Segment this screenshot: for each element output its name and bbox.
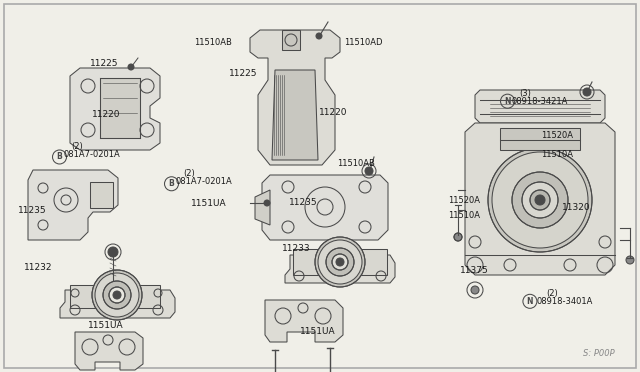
Circle shape bbox=[103, 281, 131, 309]
Circle shape bbox=[316, 33, 322, 39]
Circle shape bbox=[512, 172, 568, 228]
Text: 08918-3421A: 08918-3421A bbox=[512, 97, 568, 106]
Circle shape bbox=[535, 195, 545, 205]
Polygon shape bbox=[465, 123, 615, 275]
Circle shape bbox=[95, 273, 139, 317]
Polygon shape bbox=[272, 70, 318, 160]
Polygon shape bbox=[60, 290, 175, 318]
Text: 11375: 11375 bbox=[460, 266, 488, 275]
Text: 11220: 11220 bbox=[319, 108, 348, 117]
Text: 11320: 11320 bbox=[562, 203, 591, 212]
Text: 11510A: 11510A bbox=[448, 211, 480, 220]
Text: 11510AB: 11510AB bbox=[337, 159, 375, 168]
Text: 11520A: 11520A bbox=[448, 196, 480, 205]
Circle shape bbox=[530, 190, 550, 210]
Text: 11520A: 11520A bbox=[541, 131, 573, 140]
Circle shape bbox=[332, 254, 348, 270]
Text: 11235: 11235 bbox=[289, 198, 317, 207]
Text: 11235: 11235 bbox=[18, 206, 47, 215]
Polygon shape bbox=[265, 300, 343, 342]
Text: (3): (3) bbox=[520, 89, 532, 97]
Circle shape bbox=[336, 258, 344, 266]
Circle shape bbox=[626, 256, 634, 264]
Circle shape bbox=[488, 148, 592, 252]
Text: (2): (2) bbox=[72, 142, 83, 151]
Circle shape bbox=[318, 240, 362, 284]
Text: 11220: 11220 bbox=[92, 110, 120, 119]
Polygon shape bbox=[90, 182, 113, 208]
Text: 11225: 11225 bbox=[228, 69, 257, 78]
Text: 11510AD: 11510AD bbox=[344, 38, 382, 47]
Circle shape bbox=[109, 287, 125, 303]
Circle shape bbox=[471, 286, 479, 294]
Text: (2): (2) bbox=[547, 289, 558, 298]
Polygon shape bbox=[500, 128, 580, 150]
Polygon shape bbox=[75, 332, 143, 370]
Polygon shape bbox=[70, 68, 160, 150]
Text: 11510A: 11510A bbox=[541, 150, 573, 159]
Text: 11225: 11225 bbox=[90, 60, 118, 68]
Text: 11232: 11232 bbox=[24, 263, 53, 272]
Circle shape bbox=[264, 200, 270, 206]
Polygon shape bbox=[475, 90, 605, 123]
Polygon shape bbox=[70, 285, 160, 308]
Circle shape bbox=[315, 237, 365, 287]
Text: S: P00P: S: P00P bbox=[584, 349, 615, 358]
Text: 081A7-0201A: 081A7-0201A bbox=[176, 177, 233, 186]
Circle shape bbox=[128, 64, 134, 70]
Text: 11233: 11233 bbox=[282, 244, 310, 253]
Polygon shape bbox=[282, 30, 300, 50]
Circle shape bbox=[113, 291, 121, 299]
Text: 1151UA: 1151UA bbox=[88, 321, 124, 330]
Circle shape bbox=[522, 182, 558, 218]
Text: (2): (2) bbox=[184, 169, 195, 178]
Polygon shape bbox=[262, 175, 388, 240]
Text: 1151UA: 1151UA bbox=[191, 199, 227, 208]
Text: 1151UA: 1151UA bbox=[300, 327, 335, 336]
Circle shape bbox=[583, 88, 591, 96]
Polygon shape bbox=[100, 78, 140, 138]
Circle shape bbox=[365, 167, 373, 175]
Circle shape bbox=[92, 270, 142, 320]
Circle shape bbox=[326, 248, 354, 276]
Text: 08918-3401A: 08918-3401A bbox=[536, 297, 593, 306]
Text: B: B bbox=[169, 179, 174, 188]
Text: 11510AB: 11510AB bbox=[194, 38, 232, 47]
Text: N: N bbox=[527, 297, 533, 306]
Text: B: B bbox=[57, 153, 62, 161]
Polygon shape bbox=[293, 249, 387, 275]
Text: 081A7-0201A: 081A7-0201A bbox=[64, 150, 121, 159]
Circle shape bbox=[492, 152, 588, 248]
Text: N: N bbox=[504, 97, 511, 106]
Circle shape bbox=[454, 233, 462, 241]
Polygon shape bbox=[285, 255, 395, 283]
Circle shape bbox=[108, 247, 118, 257]
Polygon shape bbox=[250, 30, 340, 165]
Polygon shape bbox=[255, 190, 270, 225]
Polygon shape bbox=[28, 170, 118, 240]
